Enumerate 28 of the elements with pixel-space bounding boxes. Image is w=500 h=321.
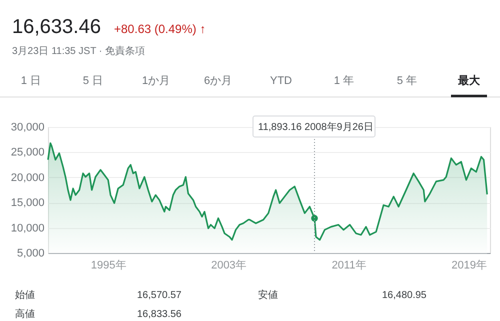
text: 3月23日 11:35 JST · 免責条項 xyxy=(12,45,146,57)
text: 6か月 xyxy=(204,75,232,87)
x-tick-label: 2011年 xyxy=(332,260,366,272)
chart-title: 16,633.46 xyxy=(12,16,101,38)
x-tick-label: 1995年 xyxy=(90,260,126,272)
text: 16,480.95 xyxy=(382,290,427,301)
chart-subtitle: +80.63 (0.49%) ↑ xyxy=(114,22,206,36)
text: 1 日 xyxy=(20,75,42,87)
text: 16,570.57 xyxy=(137,290,182,301)
text: 1か月 xyxy=(142,75,170,87)
text: 5 年 xyxy=(396,75,418,87)
text: 高値 xyxy=(15,308,35,320)
text: YTD xyxy=(270,75,292,87)
text: 安値 xyxy=(258,289,278,301)
text: 始値 xyxy=(15,289,35,301)
y-tick-label: 20,000 xyxy=(10,172,44,184)
text: 5 日 xyxy=(82,75,104,87)
y-tick-label: 30,000 xyxy=(10,122,44,134)
y-tick-label: 15,000 xyxy=(10,197,44,210)
x-tick-label: 2019年 xyxy=(451,260,487,272)
y-tick-label: 5,000 xyxy=(16,248,44,260)
text: 最大 xyxy=(457,74,481,87)
annotation: 11,893.16 2008年9月26日 xyxy=(258,121,374,133)
text: 16,833.56 xyxy=(137,309,182,320)
x-tick-label: 2003年 xyxy=(211,260,247,272)
y-tick-label: 25,000 xyxy=(10,146,44,159)
text: 1 年 xyxy=(334,75,354,87)
y-tick-label: 10,000 xyxy=(10,222,44,234)
